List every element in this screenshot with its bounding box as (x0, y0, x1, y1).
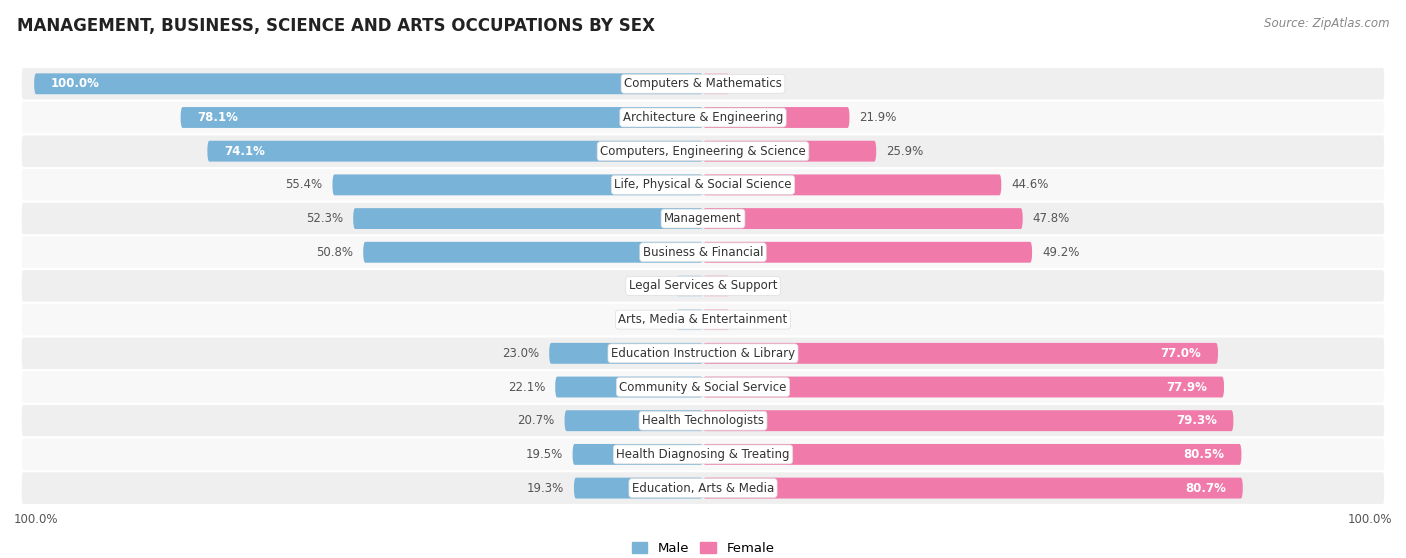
FancyBboxPatch shape (353, 208, 703, 229)
Text: 44.6%: 44.6% (1011, 179, 1049, 191)
Text: 0.0%: 0.0% (740, 280, 769, 292)
FancyBboxPatch shape (21, 202, 1385, 235)
FancyBboxPatch shape (332, 175, 703, 195)
Text: Management: Management (664, 212, 742, 225)
FancyBboxPatch shape (207, 141, 703, 162)
FancyBboxPatch shape (21, 100, 1385, 134)
FancyBboxPatch shape (21, 235, 1385, 269)
Text: Education Instruction & Library: Education Instruction & Library (612, 347, 794, 360)
FancyBboxPatch shape (555, 377, 703, 397)
Text: Community & Social Service: Community & Social Service (619, 381, 787, 393)
Legend: Male, Female: Male, Female (626, 537, 780, 558)
Text: 19.3%: 19.3% (527, 482, 564, 494)
Text: 77.9%: 77.9% (1167, 381, 1208, 393)
FancyBboxPatch shape (703, 478, 1243, 498)
FancyBboxPatch shape (703, 410, 1233, 431)
FancyBboxPatch shape (565, 410, 703, 431)
Text: Legal Services & Support: Legal Services & Support (628, 280, 778, 292)
Text: Architecture & Engineering: Architecture & Engineering (623, 111, 783, 124)
FancyBboxPatch shape (21, 336, 1385, 370)
Text: 80.7%: 80.7% (1185, 482, 1226, 494)
Text: Source: ZipAtlas.com: Source: ZipAtlas.com (1264, 17, 1389, 30)
FancyBboxPatch shape (572, 444, 703, 465)
FancyBboxPatch shape (21, 168, 1385, 202)
FancyBboxPatch shape (703, 208, 1022, 229)
FancyBboxPatch shape (180, 107, 703, 128)
Text: 55.4%: 55.4% (285, 179, 322, 191)
FancyBboxPatch shape (703, 175, 1001, 195)
Text: 100.0%: 100.0% (1347, 513, 1392, 526)
Text: 19.5%: 19.5% (526, 448, 562, 461)
Text: 74.1%: 74.1% (224, 145, 264, 158)
Text: 50.8%: 50.8% (316, 246, 353, 259)
Text: 79.3%: 79.3% (1175, 414, 1216, 427)
Text: 100.0%: 100.0% (14, 513, 59, 526)
FancyBboxPatch shape (703, 309, 730, 330)
Text: 77.0%: 77.0% (1160, 347, 1201, 360)
Text: 0.0%: 0.0% (637, 313, 666, 326)
Text: 0.0%: 0.0% (740, 78, 769, 90)
FancyBboxPatch shape (574, 478, 703, 498)
FancyBboxPatch shape (21, 472, 1385, 505)
Text: Life, Physical & Social Science: Life, Physical & Social Science (614, 179, 792, 191)
FancyBboxPatch shape (21, 67, 1385, 100)
Text: Health Technologists: Health Technologists (643, 414, 763, 427)
FancyBboxPatch shape (21, 303, 1385, 336)
FancyBboxPatch shape (21, 269, 1385, 303)
FancyBboxPatch shape (703, 377, 1225, 397)
FancyBboxPatch shape (21, 370, 1385, 404)
Text: Health Diagnosing & Treating: Health Diagnosing & Treating (616, 448, 790, 461)
FancyBboxPatch shape (21, 437, 1385, 472)
FancyBboxPatch shape (703, 141, 876, 162)
FancyBboxPatch shape (703, 276, 730, 296)
Text: Business & Financial: Business & Financial (643, 246, 763, 259)
Text: 100.0%: 100.0% (51, 78, 100, 90)
FancyBboxPatch shape (703, 444, 1241, 465)
FancyBboxPatch shape (703, 343, 1218, 364)
Text: 23.0%: 23.0% (502, 347, 538, 360)
Text: Education, Arts & Media: Education, Arts & Media (631, 482, 775, 494)
Text: 47.8%: 47.8% (1033, 212, 1070, 225)
FancyBboxPatch shape (703, 73, 730, 94)
Text: 52.3%: 52.3% (307, 212, 343, 225)
Text: 0.0%: 0.0% (637, 280, 666, 292)
Text: 0.0%: 0.0% (740, 313, 769, 326)
FancyBboxPatch shape (703, 107, 849, 128)
FancyBboxPatch shape (21, 404, 1385, 437)
Text: Computers & Mathematics: Computers & Mathematics (624, 78, 782, 90)
FancyBboxPatch shape (703, 242, 1032, 263)
Text: Arts, Media & Entertainment: Arts, Media & Entertainment (619, 313, 787, 326)
Text: 49.2%: 49.2% (1042, 246, 1080, 259)
Text: MANAGEMENT, BUSINESS, SCIENCE AND ARTS OCCUPATIONS BY SEX: MANAGEMENT, BUSINESS, SCIENCE AND ARTS O… (17, 17, 655, 35)
Text: 22.1%: 22.1% (508, 381, 546, 393)
FancyBboxPatch shape (676, 309, 703, 330)
FancyBboxPatch shape (550, 343, 703, 364)
Text: 21.9%: 21.9% (859, 111, 897, 124)
FancyBboxPatch shape (34, 73, 703, 94)
Text: 25.9%: 25.9% (886, 145, 924, 158)
FancyBboxPatch shape (363, 242, 703, 263)
Text: Computers, Engineering & Science: Computers, Engineering & Science (600, 145, 806, 158)
Text: 20.7%: 20.7% (517, 414, 554, 427)
Text: 78.1%: 78.1% (197, 111, 238, 124)
FancyBboxPatch shape (676, 276, 703, 296)
FancyBboxPatch shape (21, 134, 1385, 168)
Text: 80.5%: 80.5% (1184, 448, 1225, 461)
